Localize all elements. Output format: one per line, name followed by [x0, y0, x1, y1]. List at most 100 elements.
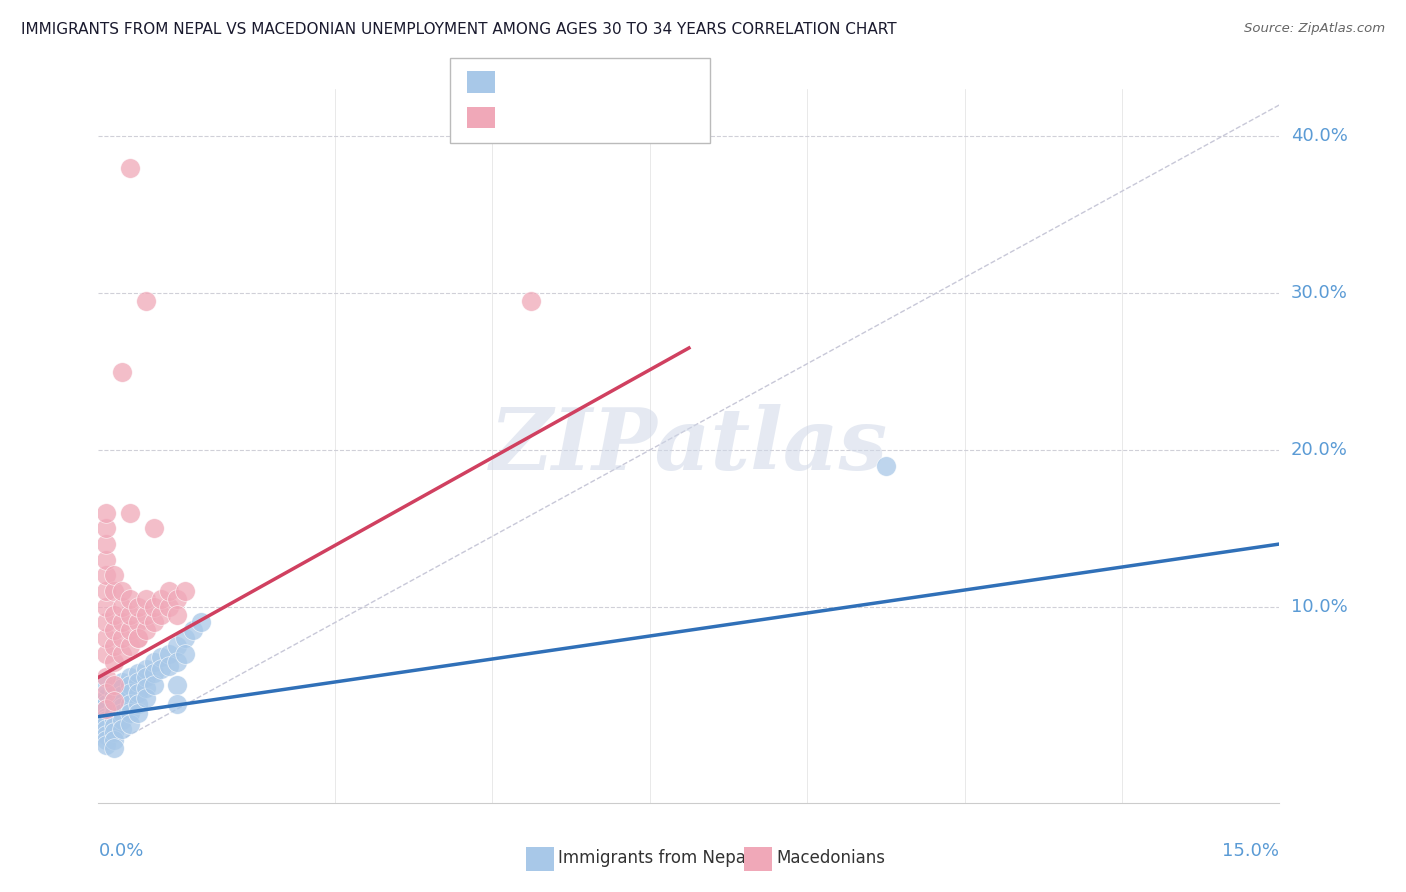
Point [157, 584, 180, 599]
Point [96, 584, 118, 599]
Point [96, 678, 118, 692]
Point [96, 506, 118, 520]
Point [96, 690, 118, 705]
Text: Source: ZipAtlas.com: Source: ZipAtlas.com [1244, 22, 1385, 36]
Point [103, 681, 125, 696]
Point [111, 364, 134, 378]
Point [118, 161, 141, 175]
Point [118, 670, 141, 684]
Point [96, 709, 118, 723]
Point [103, 733, 125, 747]
Point [135, 591, 157, 606]
Point [103, 568, 125, 582]
Point [142, 678, 165, 692]
Point [96, 702, 118, 716]
Point [157, 599, 180, 614]
Point [118, 717, 141, 731]
Point [135, 663, 157, 677]
Point [96, 733, 118, 747]
Point [118, 607, 141, 622]
Point [96, 568, 118, 582]
Text: 10.0%: 10.0% [1291, 598, 1347, 615]
Point [127, 665, 149, 680]
Point [127, 599, 149, 614]
Point [150, 591, 173, 606]
Point [166, 591, 188, 606]
Point [103, 678, 125, 692]
Point [96, 670, 118, 684]
Point [111, 615, 134, 630]
Point [520, 293, 543, 308]
Point [166, 678, 188, 692]
Point [96, 647, 118, 661]
Point [150, 649, 173, 664]
Point [135, 293, 157, 308]
Point [118, 697, 141, 711]
Point [142, 599, 165, 614]
Point [103, 607, 125, 622]
Point [111, 700, 134, 714]
Point [103, 725, 125, 739]
Point [127, 631, 149, 645]
Point [875, 458, 897, 473]
Point [103, 719, 125, 733]
Point [118, 506, 141, 520]
Point [135, 607, 157, 622]
Point [103, 624, 125, 638]
Point [157, 659, 180, 673]
Point [103, 694, 125, 708]
Point [103, 706, 125, 721]
Point [127, 686, 149, 700]
Point [96, 738, 118, 752]
Point [103, 700, 125, 714]
Point [96, 728, 118, 742]
Point [103, 713, 125, 727]
Point [111, 584, 134, 599]
Text: Immigrants from Nepal: Immigrants from Nepal [558, 849, 751, 867]
Point [174, 584, 197, 599]
Point [96, 717, 118, 731]
Text: ZIPatlas: ZIPatlas [489, 404, 889, 488]
Point [111, 688, 134, 702]
Point [111, 599, 134, 614]
Text: R = 0.448   N = 52: R = 0.448 N = 52 [502, 109, 659, 127]
Point [96, 537, 118, 551]
Point [96, 694, 118, 708]
Point [111, 681, 134, 696]
Text: 30.0%: 30.0% [1291, 284, 1347, 302]
Point [127, 706, 149, 721]
Point [96, 686, 118, 700]
Point [96, 521, 118, 535]
Point [118, 591, 141, 606]
Point [142, 665, 165, 680]
Text: 15.0%: 15.0% [1222, 842, 1279, 860]
Point [118, 686, 141, 700]
Point [150, 663, 173, 677]
Text: 20.0%: 20.0% [1291, 441, 1347, 458]
Point [103, 688, 125, 702]
Point [190, 615, 212, 630]
Point [111, 706, 134, 721]
Point [142, 615, 165, 630]
Point [111, 722, 134, 736]
Point [111, 647, 134, 661]
Point [174, 631, 197, 645]
Point [150, 607, 173, 622]
Point [118, 678, 141, 692]
Point [157, 647, 180, 661]
Point [135, 681, 157, 696]
Text: 0.0%: 0.0% [98, 842, 143, 860]
Point [166, 697, 188, 711]
Point [135, 670, 157, 684]
Text: 40.0%: 40.0% [1291, 128, 1347, 145]
Text: Macedonians: Macedonians [776, 849, 886, 867]
Point [118, 639, 141, 653]
Point [174, 647, 197, 661]
Point [103, 655, 125, 669]
Point [166, 607, 188, 622]
Point [135, 624, 157, 638]
Point [118, 706, 141, 721]
Text: R = 0.505   N = 61: R = 0.505 N = 61 [502, 73, 659, 91]
Point [127, 697, 149, 711]
Point [96, 615, 118, 630]
